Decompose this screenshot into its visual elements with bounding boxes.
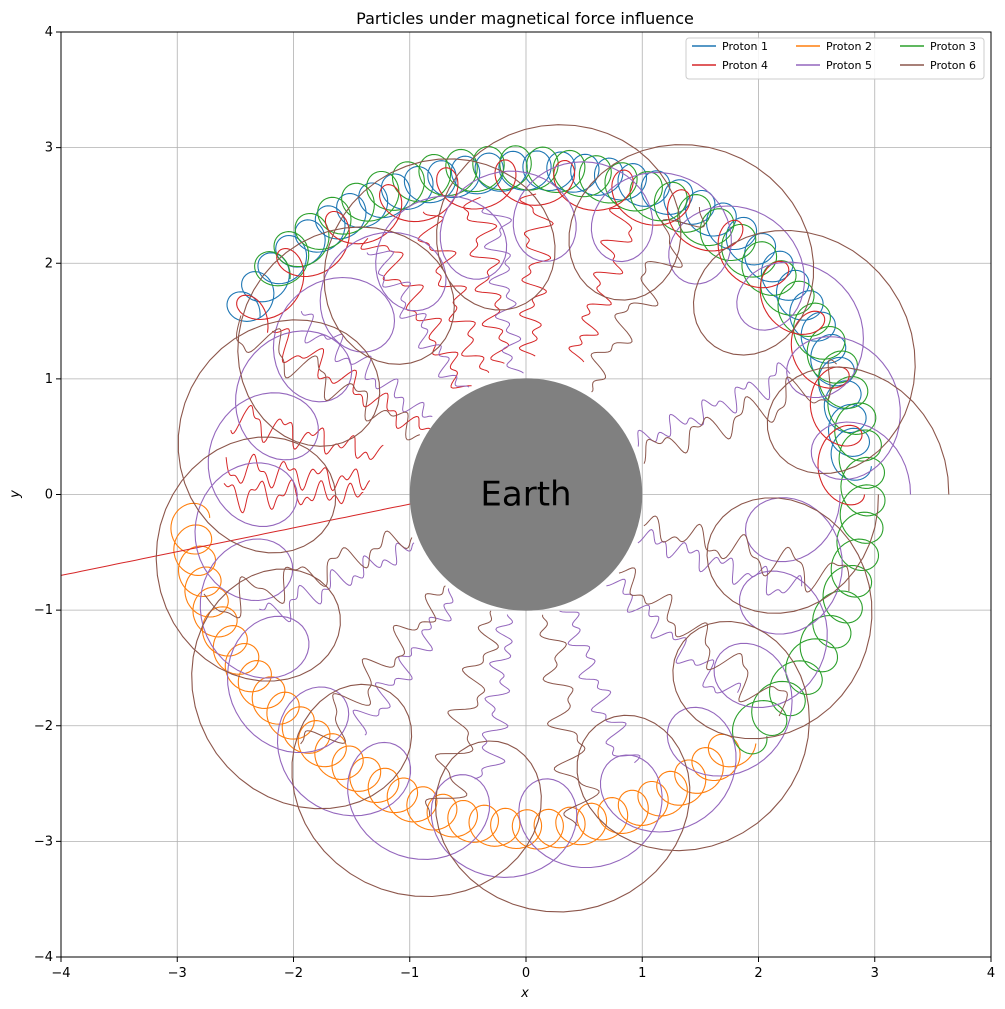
x-tick-label: −4: [51, 966, 70, 981]
series-strand: [474, 614, 514, 780]
y-axis-label: y: [8, 490, 23, 499]
y-tick-label: 4: [45, 25, 53, 40]
series-strand: [518, 193, 554, 357]
series-line: [236, 159, 866, 506]
series-strand: [203, 530, 413, 619]
x-tick-label: 4: [987, 966, 995, 981]
series-line: [254, 145, 886, 755]
legend: Proton 1 Proton 2 Proton 3 Proton 4 Proton 5…: [685, 37, 985, 80]
y-ticks: −4 −3 −2 −1 0 1 2 3 4: [34, 25, 61, 965]
earth-label: Earth: [480, 475, 571, 515]
series-strand: [568, 207, 633, 363]
series-strand: [424, 610, 499, 816]
legend-entry-label: Proton 2: [826, 40, 872, 53]
series-strand: [643, 515, 850, 593]
series-strand: [230, 404, 384, 460]
y-tick-label: 1: [45, 372, 53, 387]
x-tick-label: 0: [522, 966, 530, 981]
series-strand: [235, 315, 420, 441]
y-tick-label: −2: [34, 719, 53, 734]
earth-layer: Earth: [409, 378, 643, 611]
x-tick-label: −1: [400, 966, 419, 981]
series-strand: [360, 237, 472, 389]
x-tick-label: −2: [284, 966, 303, 981]
series-strand: [463, 196, 510, 364]
series-strand: [590, 206, 706, 393]
series-strand: [606, 578, 742, 694]
series-6: [155, 124, 950, 913]
series-layer: [61, 124, 950, 913]
series-strand: [366, 250, 470, 388]
series-line: [194, 161, 912, 878]
legend-box: [685, 37, 985, 80]
earth-disk: [409, 378, 643, 611]
y-tick-label: −3: [34, 834, 53, 849]
series-line: [155, 124, 950, 913]
x-axis-label: x: [520, 986, 529, 1001]
series-strand: [637, 362, 791, 447]
x-tick-label: 2: [754, 966, 762, 981]
series-line: [170, 502, 757, 850]
x-tick-label: 3: [871, 966, 879, 981]
x-tick-label: 1: [638, 966, 646, 981]
x-tick-label: −3: [168, 966, 187, 981]
y-tick-label: −1: [34, 603, 53, 618]
x-ticks: −4 −3 −2 −1 0 1 2 3 4: [51, 957, 995, 981]
y-tick-label: −4: [34, 950, 53, 965]
series-strand: [559, 610, 641, 764]
y-tick-label: 0: [45, 488, 53, 503]
series-strand: [225, 453, 371, 492]
series-strand: [271, 328, 431, 431]
legend-entry-label: Proton 6: [930, 59, 976, 72]
y-tick-label: 3: [45, 141, 53, 156]
series-strand: [643, 358, 837, 464]
chart-title: Particles under magnetical force influen…: [356, 9, 694, 28]
series-strand: [259, 542, 415, 623]
legend-entry-label: Proton 5: [826, 59, 872, 72]
series-strand: [481, 208, 524, 374]
series-strand: [300, 585, 446, 745]
series-strand: [618, 567, 788, 717]
series-3: [254, 145, 886, 755]
series-5: [194, 161, 912, 878]
legend-entry-label: Proton 1: [722, 40, 768, 53]
legend-entry-label: Proton 4: [722, 59, 768, 72]
y-tick-label: 2: [45, 256, 53, 271]
series-strand: [61, 491, 469, 576]
series-strand: [539, 614, 600, 827]
series-strand: [637, 529, 803, 596]
legend-entry-label: Proton 3: [930, 40, 976, 53]
series-2: [170, 502, 757, 850]
